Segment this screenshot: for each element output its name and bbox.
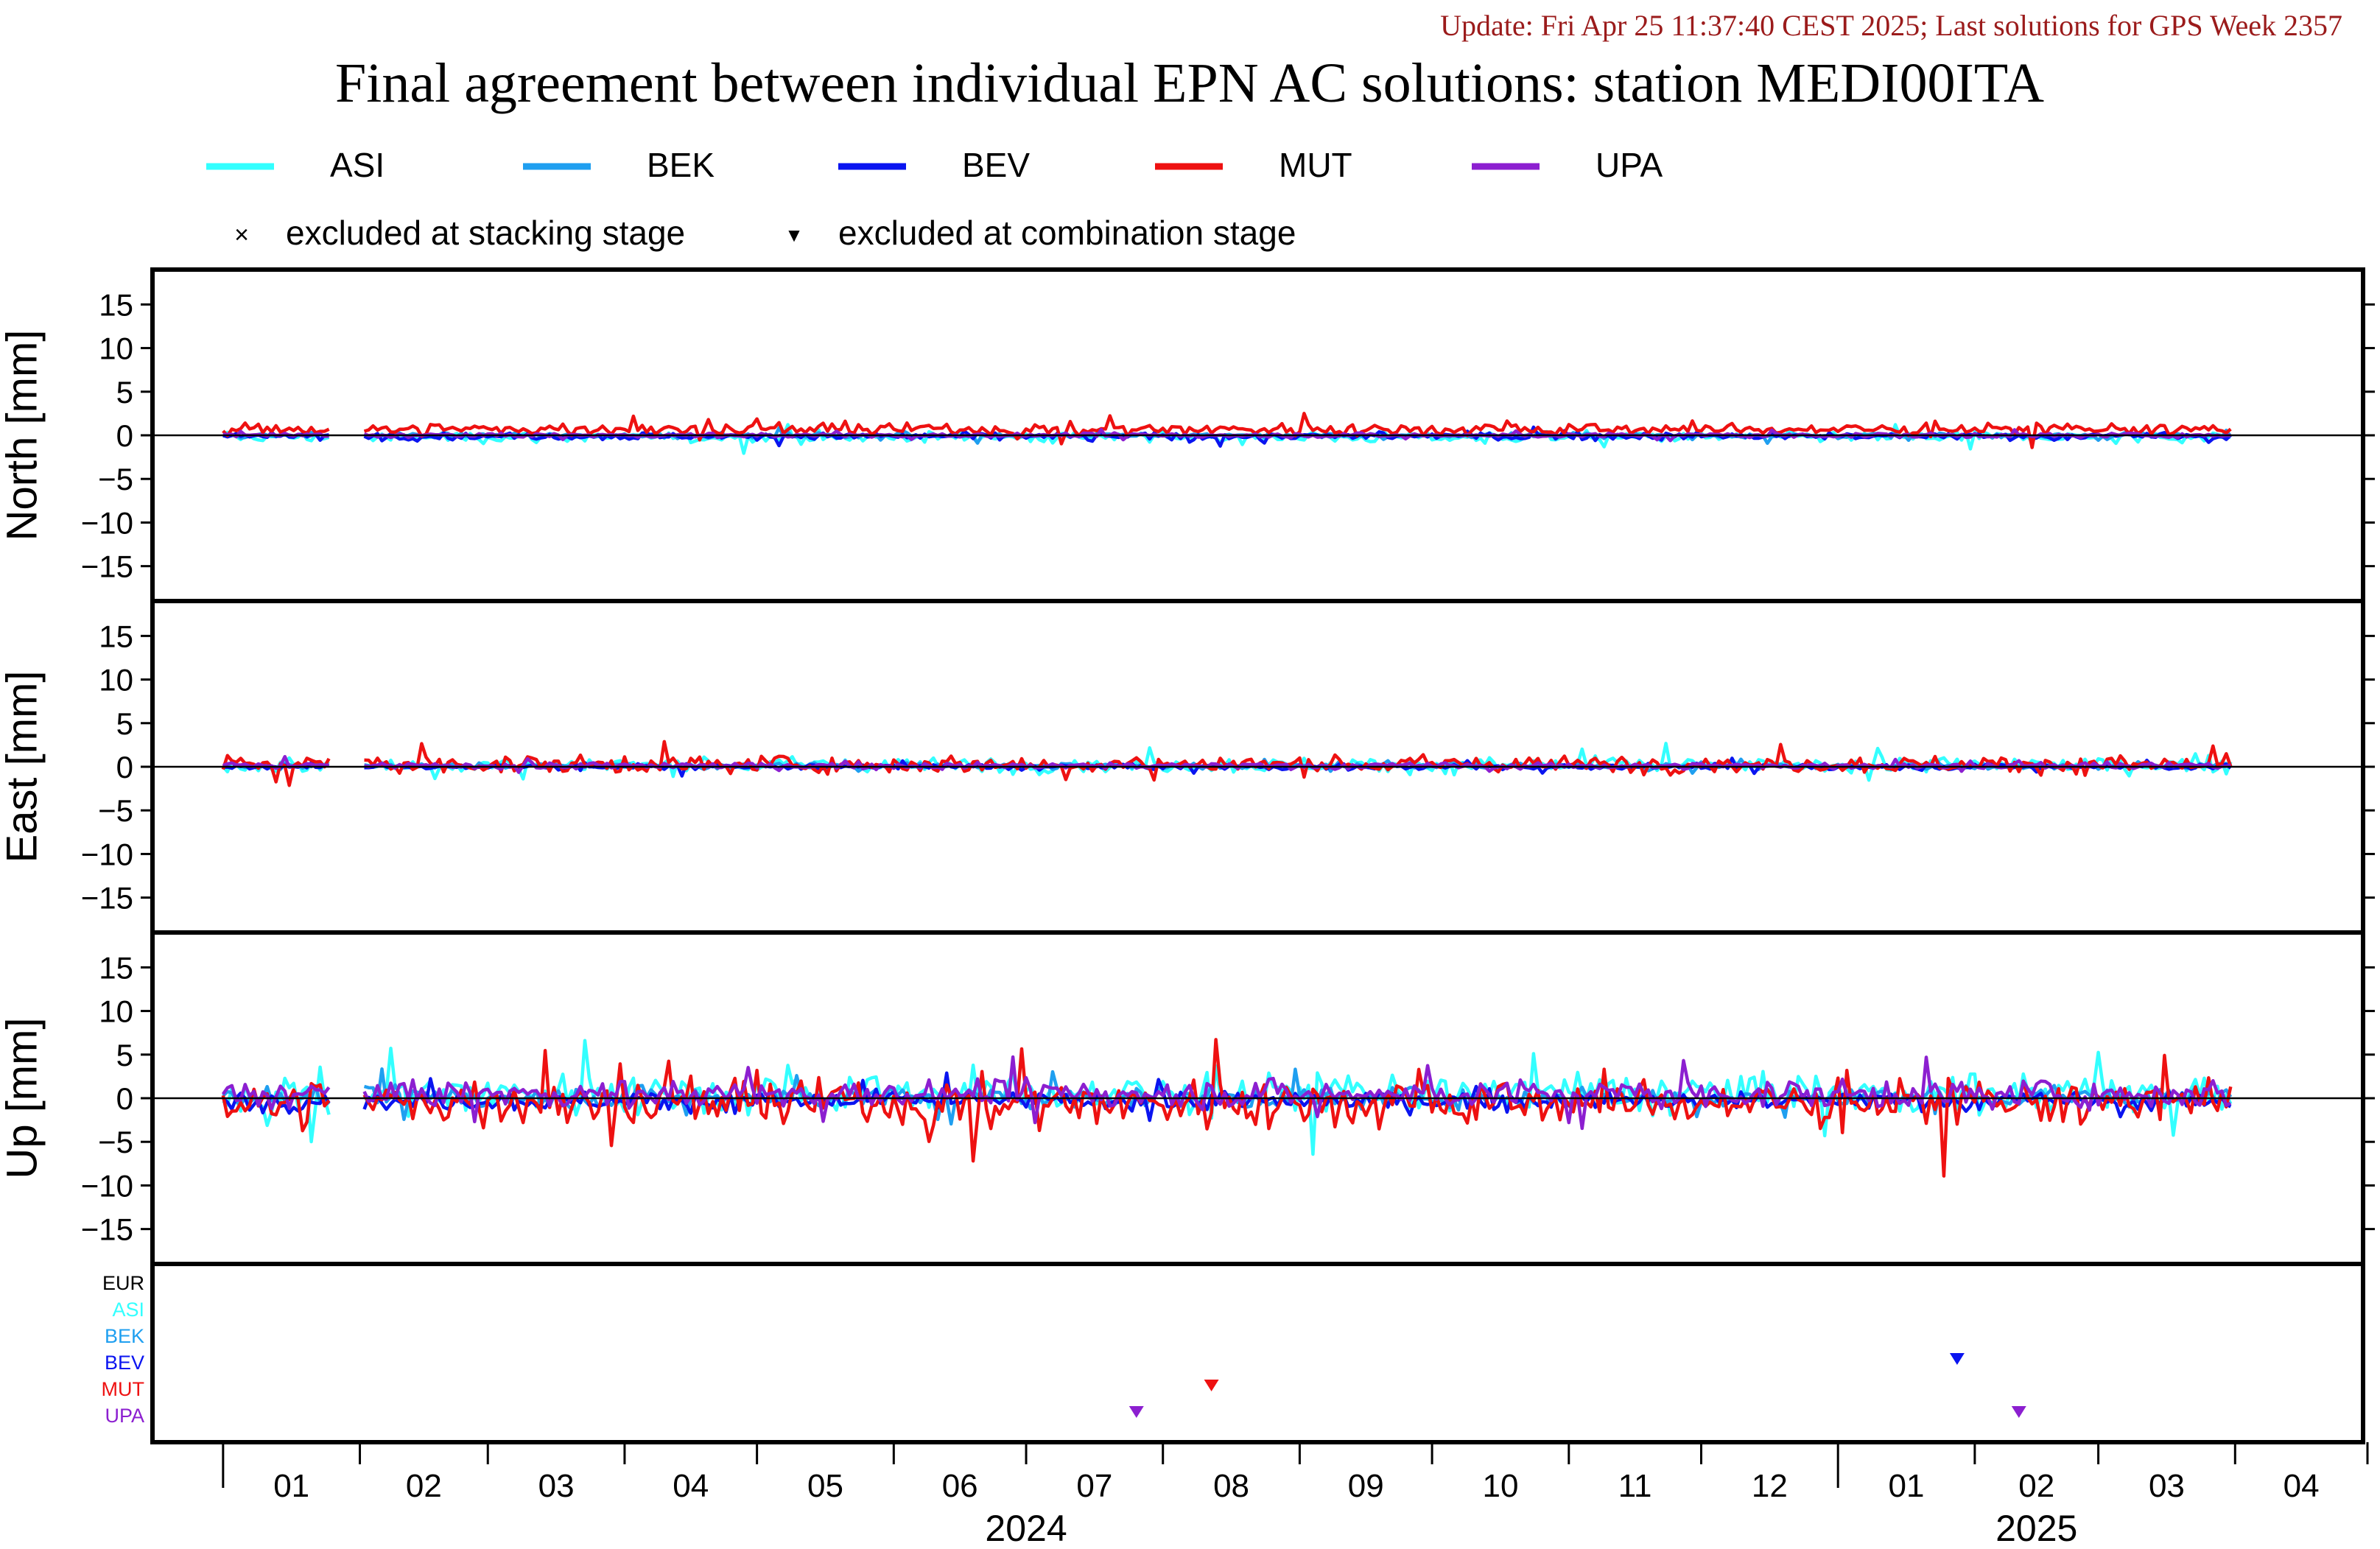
exclusion-marker-upa <box>1128 1406 1144 1418</box>
ytick-label: 5 <box>116 1038 133 1072</box>
series-mut-line <box>222 421 330 438</box>
ytick-label: −5 <box>98 462 133 496</box>
xtick-month-label: 03 <box>2149 1468 2185 1504</box>
xtick-month-label: 01 <box>273 1468 309 1504</box>
exclusion-row-label-eur: EUR <box>102 1272 144 1294</box>
update-line: Update: Fri Apr 25 11:37:40 CEST 2025; L… <box>1440 9 2342 42</box>
xtick-month-label: 04 <box>673 1468 709 1504</box>
exclusion-row-label-upa: UPA <box>105 1405 144 1427</box>
legend-label-mut: MUT <box>1279 146 1352 184</box>
exclusion-panel: EUR ASI BEK BEV MUT UPA <box>102 1262 2365 1444</box>
legend-label-bek: BEK <box>647 146 715 184</box>
panel-3: Up [mm] 15 10 5 0 −5 −10 −15 <box>0 930 2375 1266</box>
ytick-label: −15 <box>81 1212 133 1247</box>
xtick-month-label: 05 <box>807 1468 843 1504</box>
exclusion-row-label-bek: BEK <box>105 1325 144 1347</box>
xtick-month-label: 02 <box>2018 1468 2054 1504</box>
ytick-label: 15 <box>99 287 133 322</box>
exclusion-marker-mut <box>1204 1380 1219 1391</box>
ytick-label: −15 <box>81 881 133 916</box>
exclusion-row-label-mut: MUT <box>102 1378 144 1400</box>
ytick-label: 15 <box>99 950 133 985</box>
panel-1: North [mm] 15 10 5 0 −5 −10 −15 <box>0 267 2375 603</box>
series-mut-line <box>221 1081 331 1133</box>
xaxis-year-label: 2024 <box>985 1508 1067 1545</box>
exclusion-panel-frame <box>150 1262 2365 1444</box>
legend-stacking-symbol: × <box>234 221 249 249</box>
legend-label-bev: BEV <box>962 146 1030 184</box>
ytick-label: −10 <box>81 1168 133 1203</box>
ytick-label: 5 <box>116 375 133 410</box>
panel-2-ylabel: East [mm] <box>0 670 46 863</box>
xtick-month-label: 03 <box>538 1468 575 1504</box>
ytick-label: 0 <box>116 418 133 453</box>
legend-stacking-label: excluded at stacking stage <box>286 214 685 252</box>
xtick-month-label: 06 <box>942 1468 978 1504</box>
series-upa-line <box>222 754 329 770</box>
ytick-label: 0 <box>116 750 133 784</box>
series-mut-line <box>363 412 2232 449</box>
ytick-label: 10 <box>99 331 133 366</box>
panel-2: East [mm] 15 10 5 0 −5 −10 −15 <box>0 599 2375 935</box>
xaxis-year-label: 2025 <box>1995 1508 2077 1545</box>
ytick-label: −15 <box>81 549 133 584</box>
ytick-label: −5 <box>98 1125 133 1159</box>
legend-label-upa: UPA <box>1596 146 1663 184</box>
panel-3-ylabel: Up [mm] <box>0 1017 46 1179</box>
legend-combination-label: excluded at combination stage <box>838 214 1296 252</box>
ytick-label: −10 <box>81 505 133 540</box>
ytick-label: 10 <box>99 994 133 1029</box>
legend-label-asi: ASI <box>330 146 385 184</box>
panel-1-ylabel: North [mm] <box>0 330 46 541</box>
xtick-month-label: 07 <box>1076 1468 1112 1504</box>
series-upa-line <box>221 1083 331 1111</box>
xtick-month-label: 02 <box>406 1468 442 1504</box>
ytick-label: −10 <box>81 837 133 871</box>
exclusion-marker-bev <box>1949 1353 1965 1365</box>
ytick-label: −5 <box>98 793 133 828</box>
xtick-month-label: 12 <box>1752 1468 1788 1504</box>
x-axis: 01 02 03 04 05 06 07 08 09 10 11 12 01 02 03 04 2024 2025 <box>222 1442 2369 1549</box>
xtick-month-label: 01 <box>1889 1468 1925 1504</box>
series-mut-line <box>221 754 331 787</box>
ytick-label: 15 <box>99 619 133 653</box>
exclusion-marker-upa <box>2011 1406 2026 1418</box>
ytick-label: 5 <box>116 706 133 741</box>
ytick-label: 10 <box>99 663 133 698</box>
ytick-label: 0 <box>116 1081 133 1116</box>
series-mut-line <box>362 1038 2233 1178</box>
xtick-month-label: 08 <box>1213 1468 1249 1504</box>
legend-combination-symbol: ▼ <box>784 224 804 246</box>
xtick-month-label: 09 <box>1348 1468 1384 1504</box>
plot-panels: North [mm] 15 10 5 0 −5 −10 −15 East [mm] 15 10 5 0 −… <box>0 267 2375 1444</box>
legend: ASI BEK BEV MUT UPA × excluded at stacking sta… <box>206 146 1663 252</box>
series-mut-line <box>364 740 2233 782</box>
chart-title: Final agreement between individual EPN A… <box>335 52 2044 114</box>
exclusion-row-label-bev: BEV <box>105 1352 144 1374</box>
exclusion-row-label-asi: ASI <box>112 1299 144 1321</box>
xtick-month-label: 11 <box>1618 1468 1652 1504</box>
xtick-month-label: 10 <box>1482 1468 1518 1504</box>
xtick-month-label: 04 <box>2284 1468 2320 1504</box>
series-asi-line <box>222 1065 331 1144</box>
